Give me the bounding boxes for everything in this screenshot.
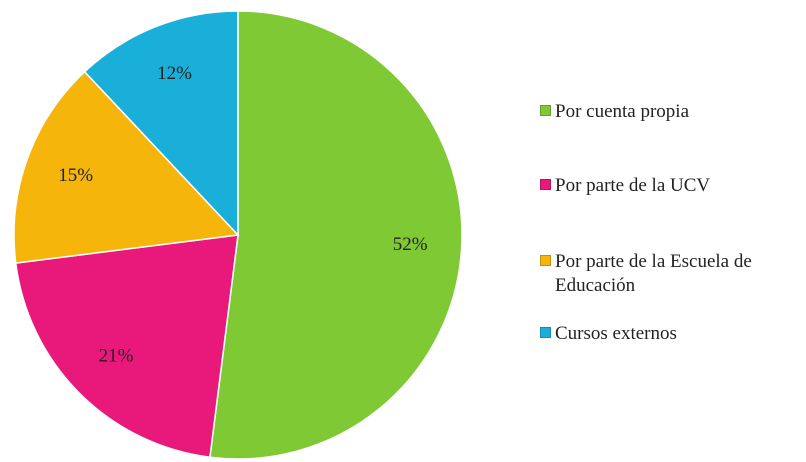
legend-item: Por cuenta propia [540,100,790,124]
data-label: 15% [58,165,93,186]
data-label: 21% [99,345,134,366]
legend-label: Por cuenta propia [555,101,690,122]
data-label: 52% [393,234,428,255]
legend-label: Cursos externos [555,323,677,344]
pie-slice [13,70,240,264]
legend-swatch [540,179,551,190]
pie-slice [209,10,463,460]
pie-slice [14,234,239,459]
legend-item: Por parte de la UCV [540,174,790,198]
legend-item: Por parte de la Escuela de Educación [540,250,790,298]
legend-label: Por parte de la UCV [555,175,711,196]
pie-slice [83,10,239,237]
legend-swatch [540,327,551,338]
data-label: 12% [157,63,192,84]
legend-swatch [540,105,551,116]
legend-item: Cursos externos [540,322,790,346]
legend-label: Por parte de la Escuela de Educación [555,251,752,296]
legend-swatch [540,255,551,266]
